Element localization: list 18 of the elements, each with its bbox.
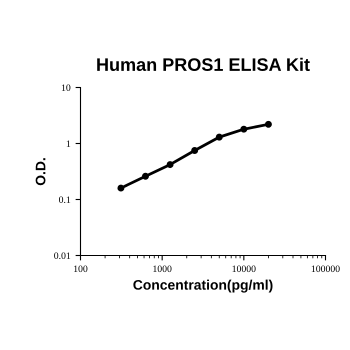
y-tick-label: 0.1 <box>58 196 70 204</box>
y-tick-label: 0.01 <box>54 252 70 260</box>
y-axis-title: O.D. <box>36 158 46 186</box>
point <box>191 147 198 154</box>
point <box>142 172 149 180</box>
x-tick-label: 100000 <box>312 266 340 272</box>
x-tick-label: 10000 <box>232 266 256 272</box>
point <box>166 161 174 168</box>
y-tick-label: 1 <box>66 140 70 147</box>
x-axis-title: Concentration(pg/ml) <box>133 280 273 293</box>
point <box>216 134 223 141</box>
y-tick-label: 10 <box>62 84 70 91</box>
x-tick-label: 100 <box>74 266 88 272</box>
chart-title: Human PROS1 ELISA Kit <box>97 58 310 72</box>
point <box>240 126 248 133</box>
point <box>117 184 124 192</box>
x-tick-label: 1000 <box>153 266 172 272</box>
point <box>264 120 272 128</box>
